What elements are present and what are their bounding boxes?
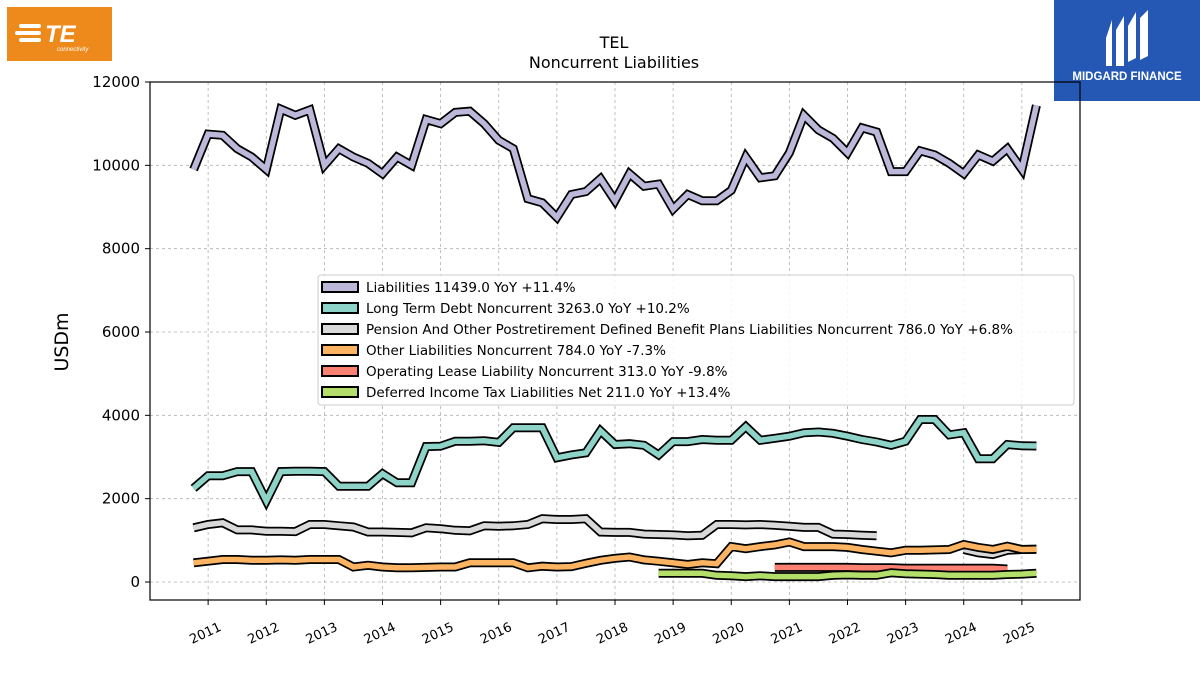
y-tick-label: 10000	[92, 156, 140, 174]
x-tick-label: 2025	[1001, 620, 1037, 648]
legend-entry: Pension And Other Postretirement Defined…	[366, 322, 1013, 338]
legend-swatch	[321, 302, 359, 314]
series-1	[190, 415, 1037, 511]
chart-subtitle: Noncurrent Liabilities	[529, 53, 699, 72]
legend-swatch	[321, 281, 359, 293]
x-tick-label: 2016	[478, 620, 514, 648]
series-line	[192, 515, 877, 539]
x-tick-label: 2012	[246, 620, 282, 648]
legend-swatch	[321, 386, 359, 398]
legend-swatch	[321, 323, 359, 335]
chart-title: TEL	[599, 33, 629, 52]
y-tick-label: 6000	[102, 323, 140, 341]
y-tick-label: 12000	[92, 73, 140, 91]
y-axis-label: USDm	[51, 312, 73, 371]
legend: Liabilities 11439.0 YoY +11.4% Long Term …	[317, 274, 1075, 406]
plot-frame	[149, 81, 1081, 601]
mf-logo-text: MIDGARD FINANCE	[1072, 71, 1182, 83]
series-0	[189, 102, 1041, 225]
series-4	[774, 562, 1008, 574]
y-tick-label: 0	[130, 573, 140, 591]
series-3	[193, 537, 1037, 573]
legend-box	[317, 274, 1075, 406]
x-tick-label: 2014	[362, 620, 398, 648]
x-tick-label: 2013	[304, 620, 340, 648]
x-tick-label: 2015	[420, 620, 456, 648]
te-logo-text: TE	[45, 21, 77, 48]
x-tick-label: 2011	[187, 620, 223, 648]
y-tick-label: 2000	[102, 490, 140, 508]
series-5	[658, 568, 1037, 582]
series-line	[658, 570, 1037, 580]
x-tick-label: 2024	[943, 620, 979, 648]
te-logo-subtext: connectivity	[57, 47, 89, 53]
y-tick-label: 4000	[102, 406, 140, 424]
x-tick-label: 2022	[827, 620, 863, 648]
x-tick-label: 2017	[536, 620, 572, 648]
x-tick-label: 2023	[885, 620, 921, 648]
x-tick-label: 2020	[711, 620, 747, 648]
series-lines	[189, 102, 1041, 582]
series-line	[774, 564, 1008, 572]
legend-entry: Liabilities 11439.0 YoY +11.4%	[366, 280, 576, 296]
series-line	[193, 539, 1037, 571]
x-tick-label: 2018	[594, 620, 630, 648]
legend-entry: Operating Lease Liability Noncurrent 313…	[366, 364, 728, 380]
x-tick-label: 2019	[652, 620, 688, 648]
te-connectivity-logo: TE connectivity	[7, 7, 112, 61]
series-line	[191, 104, 1040, 222]
legend-swatch	[321, 365, 359, 377]
midgard-finance-logo: MIDGARD FINANCE	[1054, 0, 1200, 101]
x-tick-label: 2021	[769, 620, 805, 648]
legend-entry: Long Term Debt Noncurrent 3263.0 YoY +10…	[366, 301, 690, 317]
y-tick-label: 8000	[102, 240, 140, 258]
legend-entry: Deferred Income Tax Liabilities Net 211.…	[366, 385, 731, 401]
legend-entry: Other Liabilities Noncurrent 784.0 YoY -…	[366, 343, 666, 359]
series-line	[191, 416, 1037, 507]
legend-swatch	[321, 344, 359, 356]
